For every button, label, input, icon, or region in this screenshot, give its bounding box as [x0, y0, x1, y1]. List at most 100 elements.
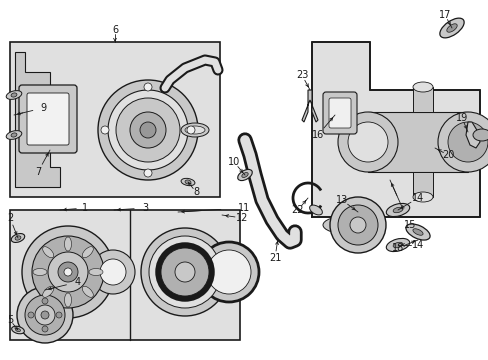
Circle shape: [42, 298, 48, 304]
Circle shape: [22, 226, 114, 318]
Ellipse shape: [16, 328, 20, 332]
Bar: [412, 87, 432, 112]
Text: 17: 17: [438, 10, 450, 20]
Ellipse shape: [11, 133, 17, 137]
Ellipse shape: [412, 229, 422, 235]
Circle shape: [25, 295, 65, 335]
Circle shape: [329, 197, 385, 253]
Text: 3: 3: [142, 203, 148, 213]
Polygon shape: [311, 42, 479, 217]
Ellipse shape: [89, 269, 103, 275]
Circle shape: [64, 268, 72, 276]
Ellipse shape: [15, 236, 21, 240]
Text: 15: 15: [403, 220, 415, 230]
FancyBboxPatch shape: [27, 93, 69, 145]
Ellipse shape: [12, 326, 24, 334]
Circle shape: [140, 122, 156, 138]
Circle shape: [437, 112, 488, 172]
Ellipse shape: [64, 293, 71, 307]
Ellipse shape: [42, 286, 54, 297]
Circle shape: [100, 259, 126, 285]
Text: 2: 2: [7, 213, 13, 223]
Circle shape: [141, 228, 228, 316]
Text: 1: 1: [82, 203, 88, 213]
Ellipse shape: [42, 247, 54, 258]
Ellipse shape: [392, 207, 402, 213]
FancyBboxPatch shape: [323, 92, 356, 134]
Ellipse shape: [392, 242, 402, 248]
Ellipse shape: [6, 131, 22, 139]
Ellipse shape: [309, 205, 322, 215]
Text: 13: 13: [335, 195, 347, 205]
Ellipse shape: [237, 170, 252, 181]
Ellipse shape: [82, 286, 93, 297]
Ellipse shape: [184, 180, 191, 184]
Circle shape: [17, 287, 73, 343]
Text: 10: 10: [227, 157, 240, 167]
Text: 9: 9: [40, 103, 46, 113]
Ellipse shape: [64, 237, 71, 251]
Polygon shape: [302, 90, 317, 122]
Ellipse shape: [11, 93, 17, 97]
Text: 6: 6: [112, 25, 118, 35]
Text: 5: 5: [7, 315, 13, 325]
Ellipse shape: [6, 91, 22, 99]
Ellipse shape: [386, 238, 409, 252]
Ellipse shape: [181, 178, 195, 186]
Circle shape: [175, 262, 195, 282]
Bar: [412, 172, 432, 197]
Text: 19: 19: [455, 113, 467, 123]
Circle shape: [157, 244, 213, 300]
Circle shape: [349, 217, 365, 233]
Polygon shape: [465, 122, 479, 148]
Ellipse shape: [181, 123, 208, 137]
Circle shape: [149, 236, 221, 308]
FancyBboxPatch shape: [19, 85, 77, 153]
Circle shape: [199, 242, 259, 302]
Circle shape: [186, 126, 195, 134]
Circle shape: [337, 205, 377, 245]
Text: 20: 20: [441, 150, 453, 160]
Circle shape: [116, 98, 180, 162]
Circle shape: [35, 305, 55, 325]
Circle shape: [28, 312, 34, 318]
FancyBboxPatch shape: [328, 98, 350, 128]
Text: 8: 8: [193, 187, 199, 197]
Text: 21: 21: [268, 253, 281, 263]
Bar: [10, 210, 240, 340]
Text: 16: 16: [311, 130, 324, 140]
Ellipse shape: [446, 24, 456, 32]
Circle shape: [42, 326, 48, 332]
Circle shape: [48, 252, 88, 292]
Circle shape: [347, 122, 387, 162]
Ellipse shape: [472, 129, 488, 141]
Bar: [367, 112, 467, 172]
Circle shape: [130, 112, 165, 148]
Circle shape: [41, 311, 49, 319]
Ellipse shape: [241, 172, 248, 177]
Circle shape: [98, 80, 198, 180]
Text: 18: 18: [391, 243, 403, 253]
Circle shape: [91, 250, 135, 294]
Circle shape: [161, 248, 208, 296]
Ellipse shape: [323, 216, 372, 234]
Text: 22: 22: [291, 205, 304, 215]
Circle shape: [143, 169, 152, 177]
Ellipse shape: [33, 269, 47, 275]
Circle shape: [108, 90, 187, 170]
Text: 4: 4: [75, 277, 81, 287]
Ellipse shape: [11, 234, 25, 242]
Circle shape: [206, 250, 250, 294]
Ellipse shape: [412, 192, 432, 202]
Circle shape: [143, 83, 152, 91]
Text: 7: 7: [35, 167, 41, 177]
Ellipse shape: [82, 247, 93, 258]
Ellipse shape: [412, 82, 432, 92]
Circle shape: [56, 312, 62, 318]
Ellipse shape: [405, 224, 429, 240]
Text: 11: 11: [237, 203, 250, 213]
Circle shape: [447, 122, 487, 162]
Circle shape: [58, 262, 78, 282]
Circle shape: [101, 126, 109, 134]
Ellipse shape: [184, 126, 204, 134]
